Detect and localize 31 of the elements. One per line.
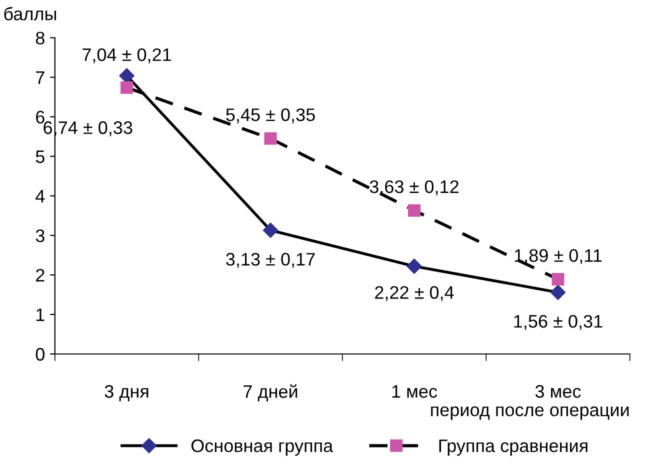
x-tick-label: 3 дня (104, 385, 148, 402)
y-tick-label: 4 (36, 190, 45, 202)
y-tick-label: 3 (36, 229, 44, 242)
legend-label: Основная группа (191, 439, 334, 456)
point (552, 273, 564, 286)
y-tick-label: 7 (36, 71, 44, 84)
y-tick-label: 1 (36, 308, 44, 322)
data-label: 1,56 ± 0,31 (514, 314, 602, 330)
data-label: 3,63 ± 0,12 (370, 180, 458, 196)
y-tick-label: 8 (36, 32, 44, 44)
data-label: 7,04 ± 0,21 (82, 48, 172, 64)
y-tick-label: 0 (36, 348, 44, 361)
y-tick-label: 2 (36, 268, 44, 282)
y-tick-label: 5 (36, 150, 44, 164)
point (264, 132, 277, 145)
x-tick-label: 1 мес (392, 385, 438, 398)
x-tick-label: 3 мес (535, 385, 581, 398)
y-axis-title: баллы (4, 6, 56, 20)
data-label: 3,13 ± 0,17 (226, 252, 315, 268)
data-label: 2,22 ± 0,4 (375, 286, 454, 301)
point (408, 204, 420, 217)
point (262, 222, 278, 238)
point (550, 284, 566, 300)
x-axis-title: период после операции (431, 406, 629, 420)
point (406, 258, 422, 274)
legend-label: Группа сравнения (439, 440, 588, 456)
y-tick-label: 6 (36, 110, 44, 124)
point (120, 81, 134, 94)
x-tick-label: 7 дней (244, 384, 298, 402)
data-label: 5,45 ± 0,35 (226, 108, 315, 124)
point (119, 68, 134, 84)
